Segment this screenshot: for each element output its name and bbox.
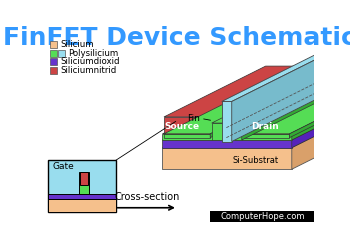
Bar [80,172,88,185]
Polygon shape [212,123,242,140]
Text: Gate: Gate [52,162,74,171]
Polygon shape [164,83,312,134]
Text: ComputerHope.com: ComputerHope.com [220,212,305,221]
Polygon shape [289,66,350,134]
Polygon shape [164,134,210,138]
Polygon shape [292,89,350,148]
Text: Cross-section: Cross-section [114,191,180,202]
Bar [78,172,89,194]
Polygon shape [162,83,350,134]
Bar [50,58,57,65]
Polygon shape [242,72,343,140]
Polygon shape [212,72,343,123]
Text: Polysilicium: Polysilicium [68,49,118,58]
Text: Siliciumnitrid: Siliciumnitrid [60,66,116,75]
Polygon shape [162,134,292,140]
Polygon shape [162,148,292,169]
Text: Si-Substrat: Si-Substrat [232,156,279,165]
Bar [48,194,116,198]
Polygon shape [243,83,350,134]
Polygon shape [210,66,312,134]
Polygon shape [243,117,289,134]
Bar [48,198,116,212]
Polygon shape [164,117,210,134]
Polygon shape [210,83,312,138]
Bar [50,50,57,57]
Text: FinFET Device Schematic: FinFET Device Schematic [3,26,350,50]
Bar [210,211,314,222]
Polygon shape [232,42,350,141]
Text: Silicium: Silicium [60,40,94,49]
Polygon shape [162,140,292,148]
Bar [50,67,57,74]
Bar [50,41,57,48]
Text: Source: Source [164,123,199,131]
Bar [58,50,65,57]
Text: Fin: Fin [187,114,200,123]
Bar [48,160,116,212]
Polygon shape [292,97,350,169]
Polygon shape [243,66,350,117]
Polygon shape [289,83,350,138]
Polygon shape [162,89,350,140]
Polygon shape [222,42,350,102]
Polygon shape [292,83,350,140]
Polygon shape [243,134,289,138]
Text: Siliciumdioxid: Siliciumdioxid [60,57,119,66]
Polygon shape [222,102,232,141]
Polygon shape [162,97,350,148]
Text: Drain: Drain [252,123,279,131]
Polygon shape [164,66,312,117]
